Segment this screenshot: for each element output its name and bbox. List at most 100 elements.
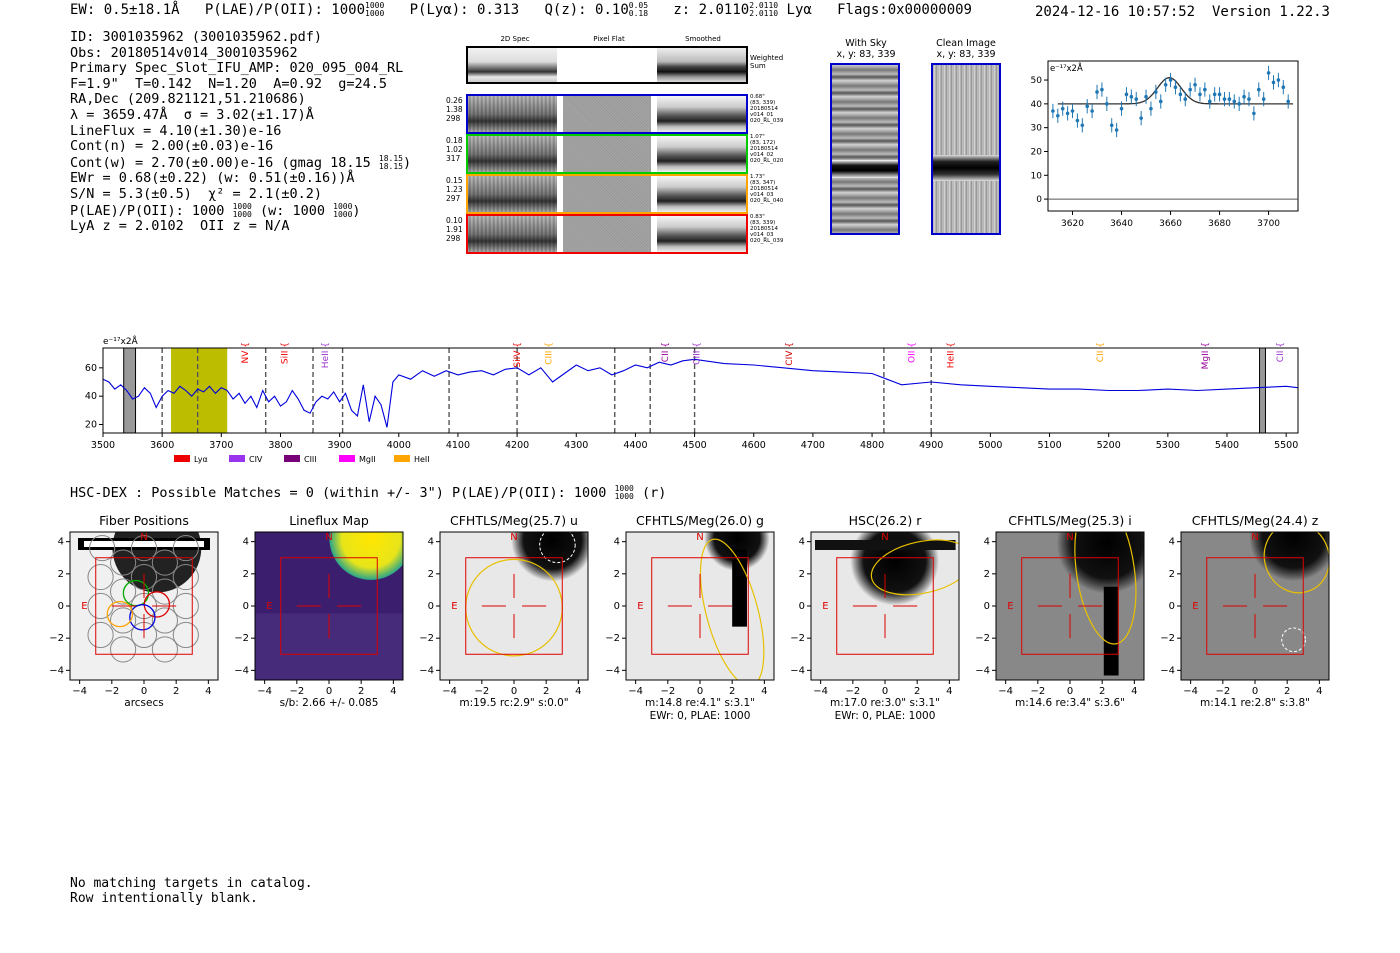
spectrum-xtick-label: 4800 <box>860 440 884 451</box>
legend-label: Lyα <box>194 455 208 464</box>
cutout-ytick-label: −4 <box>49 665 64 676</box>
legend-swatch <box>338 455 355 462</box>
cutout-title: CFHTLS/Meg(24.4) z <box>1192 513 1319 528</box>
legend-label: HeII <box>414 455 430 464</box>
cutout-xtick-label: −2 <box>1030 686 1045 697</box>
cutout-caption: m:14.6 re:3.4" s:3.6" <box>1015 697 1125 709</box>
zoom-data-point <box>1222 97 1227 101</box>
zoom-data-point <box>1198 92 1202 97</box>
detection-info: ID: 3001035962 (3001035962.pdf) Obs: 2018… <box>70 29 411 235</box>
weighted-sum-label: Weighted Sum <box>750 54 784 70</box>
cutout-ytick-label: −4 <box>1160 665 1175 676</box>
spectrum-xtick-label: 3800 <box>268 440 292 451</box>
aperture-ellipse <box>1263 532 1329 594</box>
zoom-data-point <box>1056 113 1060 118</box>
zoom-data-point <box>1256 87 1261 92</box>
cutout-ytick-label: 2 <box>243 569 249 580</box>
zoom-data-point <box>1080 123 1085 128</box>
zoom-data-point <box>1227 97 1232 101</box>
clean-image-trace <box>933 155 999 181</box>
saturated-strip-core <box>84 541 204 547</box>
timestamp: 2024-12-16 10:57:52 <box>1034 4 1196 20</box>
zoom-ylabel: e⁻¹⁷x2Å <box>1050 62 1083 74</box>
zoom-ytick-label: 30 <box>1031 124 1043 134</box>
cutout-panel-fiber: Fiber Positions N E −4 −4 −2 −2 0 0 2 2 4 4 arcsecs <box>49 513 219 709</box>
legend-swatch <box>173 455 190 462</box>
spec-row-smoothed <box>657 96 746 132</box>
zoom-data-point <box>1090 109 1094 113</box>
info-radec: RA,Dec (209.821121,51.210686) <box>70 91 306 108</box>
cutout-ytick-label: 4 <box>799 537 805 548</box>
spec-row-right-info: 0.83" (83, 339) 20180514 v014_03 020_RL_… <box>750 214 784 244</box>
spectrum-shaded-band <box>123 347 137 434</box>
zoom-data-point <box>1276 78 1281 82</box>
north-label: N <box>696 532 703 543</box>
spec-row-right-info: 1.07" (83, 172) 20180514 v014_02 020_RL_… <box>750 134 784 164</box>
info-plae: P(LAE)/P(OII): 1000 1000 1000 (w: 1000 10… <box>70 201 361 219</box>
zoom-data-point <box>1149 106 1153 111</box>
spectrum-line-label: MgII { <box>1201 342 1211 369</box>
spectrum-ytick-label: 60 <box>85 363 97 374</box>
spectrum-xtick-label: 4600 <box>742 440 766 451</box>
spectrum-xtick-label: 4300 <box>564 440 588 451</box>
cutout-xtick-label: 4 <box>205 686 211 697</box>
cutout-image <box>78 532 210 663</box>
zoom-data-point <box>1173 85 1178 89</box>
spec-row-right-info: 0.68" (83, 339) 20180514 v014_01 020_RL_… <box>750 94 784 124</box>
spec-row-pixel-flat <box>562 216 652 252</box>
cutout-caption: m:19.5 rc:2.9" s:0.0" <box>459 697 568 709</box>
spec-row-2d <box>468 96 557 132</box>
zoom-data-point <box>1105 102 1109 106</box>
search-box <box>95 557 193 655</box>
fiber-circle <box>151 578 178 605</box>
cutout-ytick-label: 2 <box>799 569 805 580</box>
cutout-ytick-label: 2 <box>984 569 990 580</box>
east-label: E <box>1007 601 1013 612</box>
info-contn: Cont(n) = 2.00(±0.03)e-16 <box>70 138 274 155</box>
header-flags: Flags:0x00000009 <box>837 2 972 18</box>
spectrum-xtick-label: 4900 <box>919 440 943 451</box>
cutout-xtick-label: 2 <box>729 686 735 697</box>
info-params: F=1.9" T=0.142 N=1.20 A=0.92 g=24.5 <box>70 75 387 92</box>
spectrum-line <box>102 358 1299 428</box>
cutout-ytick-label: 4 <box>243 537 249 548</box>
zoom-data-point <box>1193 83 1197 87</box>
spectrum-ylabel: e⁻¹⁷x2Å <box>103 335 139 347</box>
fiber-orange <box>106 600 134 628</box>
cutout-ytick-label: 0 <box>614 601 620 612</box>
spectrum-line-label: CIV { <box>785 342 795 366</box>
spectra-2d-panel: 2D Spec Pixel Flat Smoothed Weighted Sum… <box>446 32 802 257</box>
cutout-title: CFHTLS/Meg(26.0) g <box>636 513 764 528</box>
fiber-circle <box>87 563 114 591</box>
spec-row-2d <box>468 136 557 172</box>
fiber-circle <box>151 636 178 663</box>
legend-label: CIII <box>304 455 317 464</box>
info-id: ID: 3001035962 (3001035962.pdf) <box>70 29 322 45</box>
info-sn: S/N = 5.3(±0.5) χ² = 2.1(±0.2) <box>70 185 322 202</box>
legend-swatch <box>283 455 300 462</box>
hsc-dex-title: HSC-DEX : Possible Matches = 0 (within +… <box>70 484 667 502</box>
zoom-data-point <box>1183 97 1188 101</box>
cutout-ytick-label: −2 <box>49 633 64 644</box>
fiber-circle <box>87 621 114 649</box>
east-label: E <box>451 601 457 612</box>
cutout-xtick-label: −2 <box>845 686 860 697</box>
cutout-ytick-label: −2 <box>234 633 249 644</box>
cutout-image <box>651 532 770 680</box>
footer-line1: No matching targets in catalog. <box>70 876 313 891</box>
north-label: N <box>140 532 147 543</box>
cutout-ytick-label: −2 <box>605 633 620 644</box>
cutout-ytick-label: 0 <box>799 601 805 612</box>
flux-hotspot <box>329 532 403 580</box>
header-meta: 2024-12-16 10:57:52 Version 1.22.3 <box>1035 4 1330 20</box>
cutout-ytick-label: −2 <box>419 633 434 644</box>
spectrum-xtick-label: 3600 <box>150 440 174 451</box>
zoom-data-point <box>1178 92 1183 97</box>
spec-row-smoothed <box>657 176 746 212</box>
spec-row-2 <box>466 134 748 174</box>
zoom-data-point <box>1060 106 1065 111</box>
info-ewr: EWr = 0.68(±0.22) (w: 0.51(±0.16))Å <box>70 170 355 187</box>
cutout-ytick-label: −4 <box>605 665 620 676</box>
cutout-xtick-label: 2 <box>173 686 179 697</box>
col-header-smoothed: Smoothed <box>685 35 721 43</box>
